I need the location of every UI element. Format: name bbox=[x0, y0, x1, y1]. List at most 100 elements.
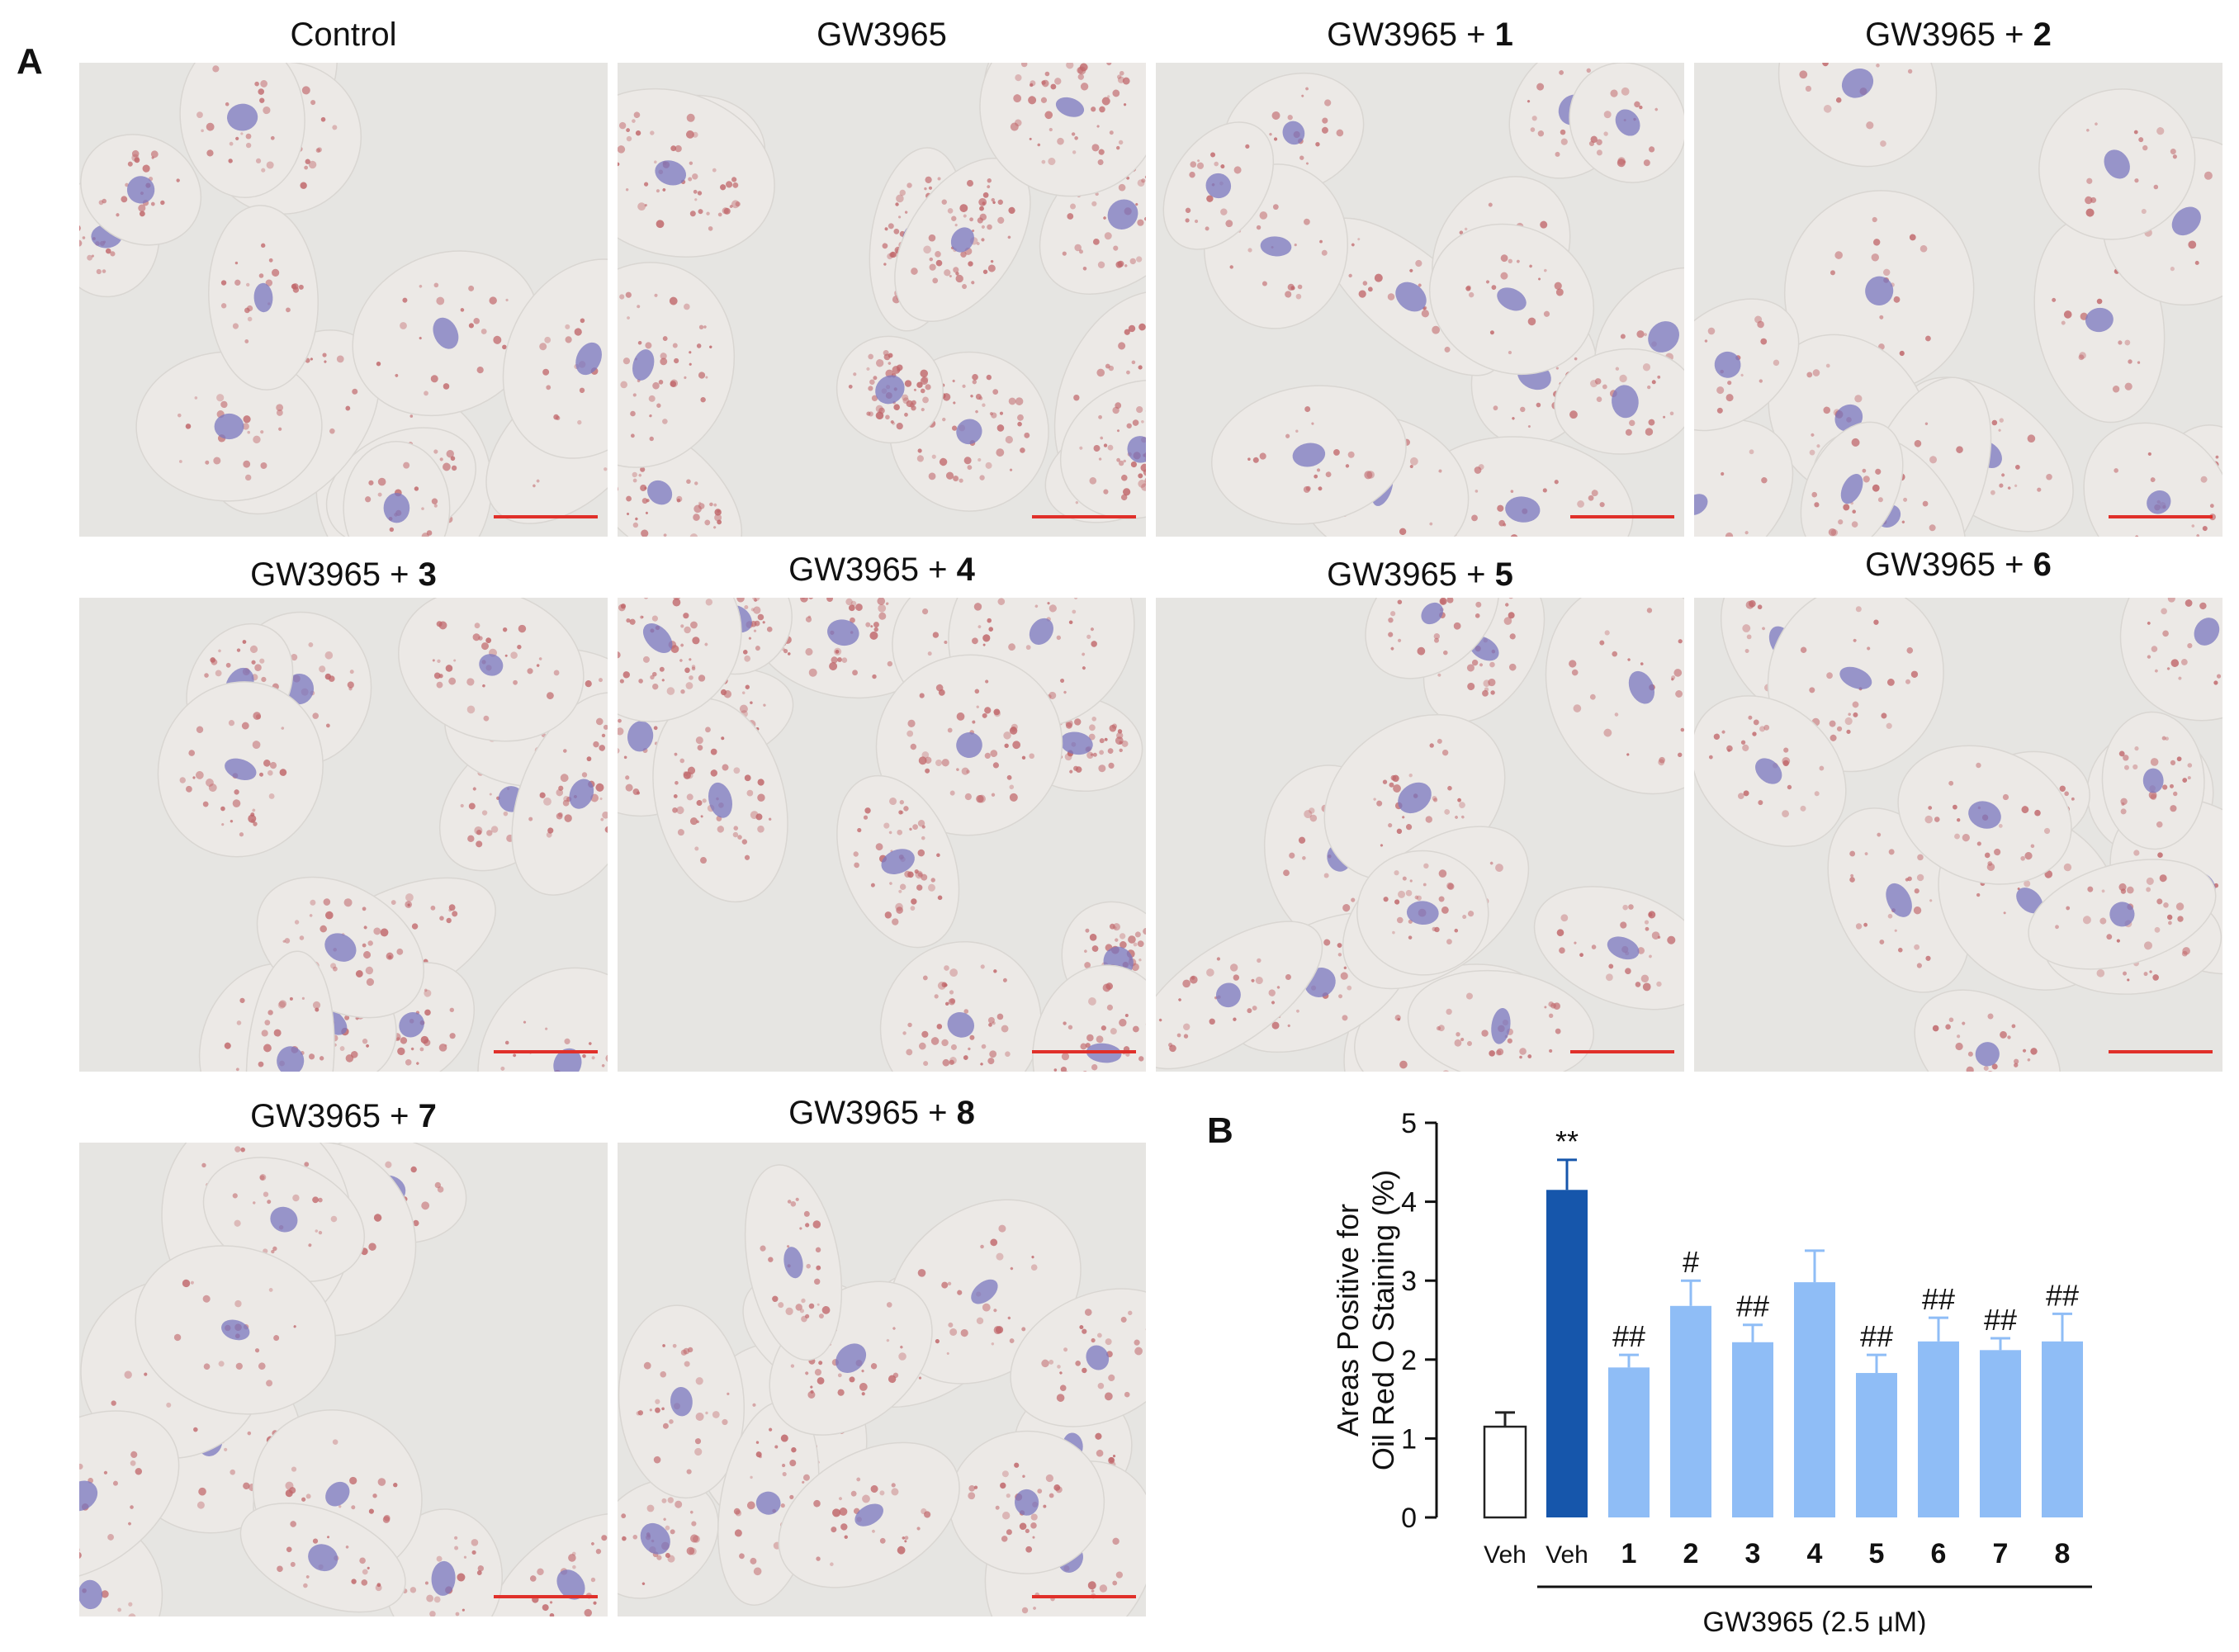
nucleus bbox=[783, 1247, 803, 1279]
nucleus bbox=[2171, 206, 2201, 236]
y-tick-label: 3 bbox=[1401, 1266, 1417, 1297]
significance-label: ## bbox=[1736, 1290, 1769, 1323]
panel-a-label: A bbox=[17, 41, 43, 82]
x-tick-label: Veh bbox=[1546, 1541, 1588, 1569]
micrograph-gw3965 bbox=[618, 63, 1146, 537]
micrograph-title-gw3965-1: GW3965 + 1 bbox=[1327, 17, 1513, 53]
cell bbox=[157, 681, 324, 858]
nucleus bbox=[1060, 731, 1093, 755]
nucleus bbox=[214, 413, 244, 440]
cell bbox=[1428, 223, 1595, 376]
cell bbox=[894, 157, 1031, 323]
nucleus bbox=[553, 1048, 582, 1072]
nucleus bbox=[1840, 473, 1863, 504]
cell bbox=[343, 441, 451, 537]
cell bbox=[835, 335, 944, 444]
x-tick-label: 1 bbox=[1621, 1538, 1637, 1569]
cell bbox=[1356, 850, 1489, 976]
cell bbox=[618, 262, 736, 468]
group-label: GW3965 (2.5 μM) bbox=[1703, 1607, 1927, 1635]
micrograph-gw3965-6 bbox=[1694, 598, 2222, 1072]
nucleus bbox=[479, 654, 504, 676]
y-tick-label: 4 bbox=[1401, 1187, 1417, 1219]
nucleus bbox=[2142, 768, 2164, 793]
nucleus bbox=[324, 933, 357, 962]
nucleus bbox=[1292, 443, 1326, 467]
nucleus bbox=[575, 342, 602, 376]
significance-label: ** bbox=[1555, 1124, 1579, 1158]
x-tick-label: Veh bbox=[1484, 1541, 1527, 1569]
nucleus bbox=[827, 619, 859, 646]
nucleus bbox=[655, 160, 687, 186]
cell bbox=[1059, 379, 1146, 520]
cell bbox=[778, 1441, 960, 1588]
micrograph-gw3965-8 bbox=[618, 1143, 1146, 1616]
cell bbox=[979, 63, 1146, 197]
nucleus bbox=[1505, 496, 1541, 523]
cell bbox=[2083, 422, 2222, 537]
cell bbox=[1533, 886, 1684, 1011]
nucleus bbox=[325, 1481, 350, 1507]
micrograph-title-gw3965-3: GW3965 + 3 bbox=[250, 556, 437, 593]
cell bbox=[398, 598, 585, 742]
nucleus bbox=[225, 758, 257, 780]
cell bbox=[618, 1304, 746, 1499]
nucleus bbox=[1205, 173, 1232, 199]
x-tick-label: 4 bbox=[1807, 1538, 1823, 1569]
nucleus bbox=[755, 1491, 781, 1515]
nucleus bbox=[947, 1012, 975, 1038]
micrograph-gw3965-5 bbox=[1156, 598, 1684, 1072]
cell bbox=[352, 250, 540, 417]
nucleus bbox=[1086, 1345, 1110, 1370]
nucleus bbox=[875, 375, 905, 405]
x-tick-label: 3 bbox=[1745, 1538, 1761, 1569]
cell bbox=[2119, 598, 2222, 722]
micrograph-title-gw3965-7: GW3965 + 7 bbox=[250, 1098, 437, 1134]
nucleus bbox=[1648, 321, 1679, 353]
cell bbox=[652, 698, 788, 903]
cell bbox=[80, 134, 202, 246]
micrograph-gw3965-3 bbox=[79, 598, 608, 1072]
nucleus bbox=[1421, 602, 1443, 625]
significance-label: ## bbox=[2046, 1278, 2079, 1312]
cell bbox=[1777, 63, 1938, 168]
nucleus bbox=[854, 1503, 883, 1527]
nucleus bbox=[126, 176, 155, 204]
bar bbox=[1980, 1350, 2021, 1517]
cell bbox=[1407, 969, 1594, 1072]
cell bbox=[384, 1508, 503, 1616]
nucleus bbox=[2104, 149, 2130, 179]
micrograph-gw3965-4 bbox=[618, 598, 1146, 1072]
cell bbox=[1010, 1288, 1146, 1427]
nucleus bbox=[383, 493, 410, 523]
nucleus bbox=[399, 1011, 424, 1038]
micrograph-gw3965-7 bbox=[79, 1143, 608, 1616]
nucleus bbox=[431, 1560, 456, 1596]
nucleus bbox=[881, 849, 915, 874]
nucleus bbox=[2147, 490, 2171, 514]
micrograph-title-control: Control bbox=[290, 17, 397, 53]
cell bbox=[1365, 598, 1500, 679]
nucleus bbox=[1612, 385, 1639, 419]
nucleus bbox=[2109, 902, 2135, 927]
nucleus bbox=[1029, 618, 1053, 645]
cell bbox=[1897, 745, 2072, 885]
cell bbox=[949, 1430, 1105, 1574]
nucleus bbox=[1841, 68, 1874, 98]
nucleus bbox=[1968, 801, 2001, 829]
nucleus bbox=[1755, 758, 1782, 784]
cell bbox=[875, 654, 1063, 836]
nucleus bbox=[227, 103, 258, 131]
nucleus bbox=[971, 1279, 998, 1304]
nucleus bbox=[627, 721, 654, 752]
nucleus bbox=[1615, 109, 1640, 136]
cell bbox=[489, 1512, 608, 1616]
nucleus bbox=[632, 349, 655, 381]
cell bbox=[1694, 695, 1847, 847]
cell bbox=[879, 940, 1042, 1072]
nucleus bbox=[1107, 199, 1138, 230]
cell bbox=[1694, 419, 1794, 537]
significance-label: # bbox=[1683, 1245, 1699, 1279]
significance-label: ## bbox=[1984, 1303, 2017, 1337]
nucleus bbox=[708, 782, 732, 818]
